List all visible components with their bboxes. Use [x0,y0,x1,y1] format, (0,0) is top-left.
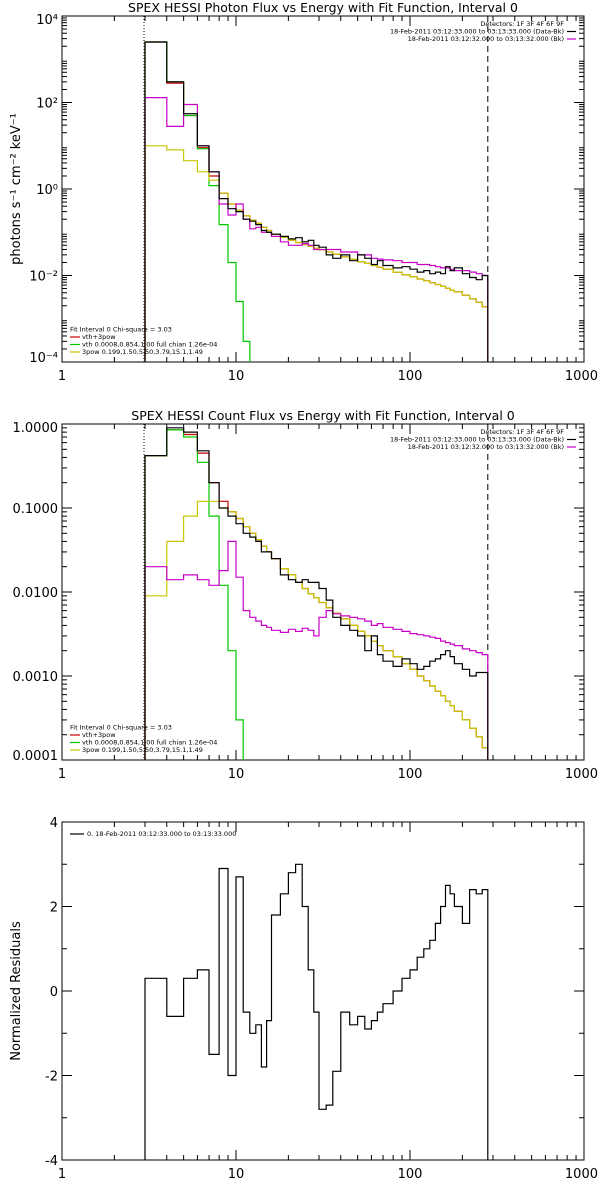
x-tick-label: 1 [58,369,66,384]
legend-fit-entry: 3pow 0.199,1.50,5.50,3.79,15.1,1.49 [82,746,203,754]
x-tick-label: 100 [398,767,423,782]
x-tick-label: 10 [228,1167,245,1182]
y-tick-label: 0.0100 [13,586,59,601]
chart-title: SPEX HESSI Photon Flux vs Energy with Fi… [128,0,518,15]
y-tick-label: -2 [45,1070,58,1085]
x-tick-label: 10 [228,369,245,384]
x-tick-label: 100 [398,369,423,384]
y-tick-label: 0 [50,985,58,1000]
legend-fit-entry: vth+3pow [82,731,116,739]
y-tick-label: 4 [50,816,58,831]
y-tick-label: 0.0010 [13,670,59,685]
y-tick-label: 10⁻² [29,270,58,285]
series-3pow [144,145,489,362]
y-axis-label: Normalized Residuals [9,921,24,1061]
y-tick-label: -4 [45,1154,58,1169]
chart-panel-1: SPEX HESSI Photon Flux vs Energy with Fi… [9,0,598,384]
plot-frame [61,423,585,761]
legend-fit-entry: vth 0.0008,0.854,1.00 full chian 1.26e-0… [82,341,217,349]
legend-top-right-entry: Detectors: 1F 3F 4F 6F 9F [480,20,564,28]
series-vth [144,429,244,760]
x-tick-label: 100 [398,1167,423,1182]
y-tick-label: 1.0000 [13,421,59,436]
x-tick-label: 1000 [565,767,598,782]
plot-frame [61,15,585,363]
legend-fit-entry: Fit Interval 0 Chi-square = 3.03 [70,326,172,334]
legend-fit-entry: vth 0.0008,0.854,1.00 full chian 1.26e-0… [82,739,217,747]
legend-fit-entry: Fit Interval 0 Chi-square = 3.03 [70,724,172,732]
chart-panel-3: 1 10 100 1000 -4 -2 0 2 4 Normalized Residuals 0. … [9,816,598,1182]
legend-residuals-entry: 0. 18-Feb-2011 03:12:33.000 to 03:13:33.… [87,830,236,838]
series-data-bk [144,427,489,760]
y-tick-label: 10⁻⁴ [29,351,58,366]
legend-fit-entry: vth+3pow [82,333,116,341]
legend-top-right-entry: 18-Feb-2011 03:12:33.000 to 03:13:33.000… [390,436,564,444]
y-tick-label: 0.1000 [13,502,59,517]
y-tick-label: 2 [50,901,58,916]
legend-top-right-entry: Detectors: 1F 3F 4F 6F 9F [480,428,564,436]
y-tick-label: 0.0001 [13,749,59,764]
chart-panel-2: SPEX HESSI Count Flux vs Energy with Fit… [13,408,599,782]
x-tick-label: 1 [58,1167,66,1182]
x-tick-label: 10 [228,767,245,782]
y-tick-label: 10⁴ [36,13,58,28]
legend-top-right-entry: 18-Feb-2011 03:12:33.000 to 03:13:33.000… [390,28,564,36]
y-tick-label: 10⁰ [36,183,58,198]
series-bk [144,540,489,760]
legend-top-right-entry: 18-Feb-2011 03:12:32.000 to 03:13:32.000… [408,35,564,43]
x-tick-label: 1000 [565,369,598,384]
series-data-bk [144,41,489,362]
x-tick-label: 1 [58,767,66,782]
series-3pow [144,500,489,760]
series-bk [144,97,489,362]
legend-top-right-entry: 18-Feb-2011 03:12:32.000 to 03:13:32.000… [408,443,564,451]
y-axis-label: photons s⁻¹ cm⁻² keV⁻¹ [9,113,24,265]
chart-title: SPEX HESSI Count Flux vs Energy with Fit… [131,408,514,423]
x-tick-label: 1000 [565,1167,598,1182]
y-tick-label: 10² [36,97,58,112]
legend-fit-entry: 3pow 0.199,1.50,5.50,3.79,15.1,1.49 [82,348,203,356]
series-0-18-feb-2011-03-12-33-000-to-03-13-33-000 [144,863,489,1160]
